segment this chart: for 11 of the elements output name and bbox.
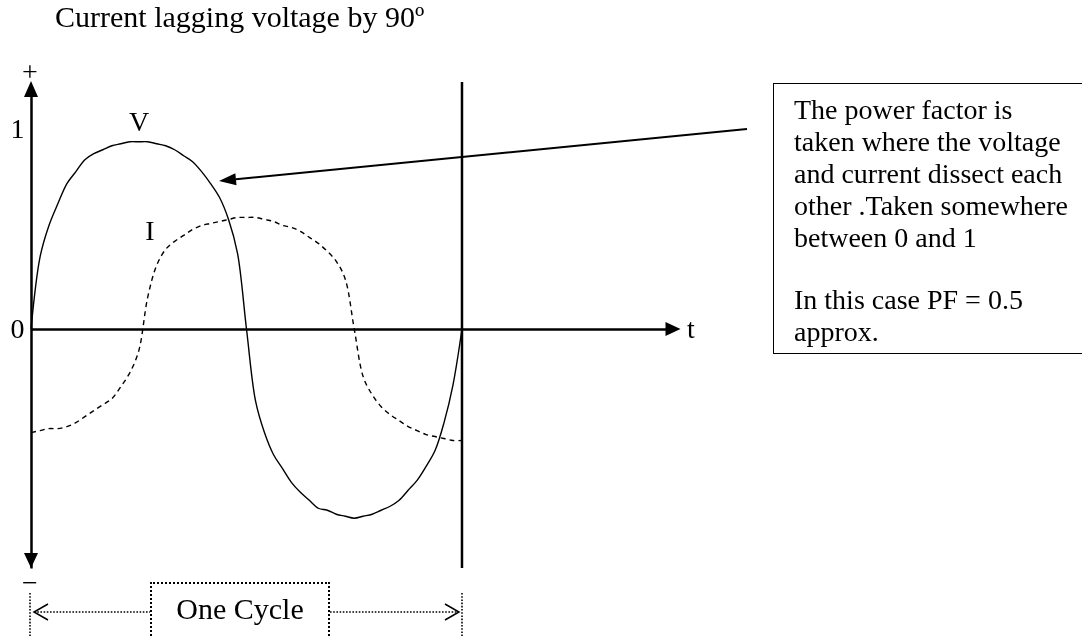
- y-tick-label: 0: [10, 312, 25, 344]
- text: One Cycle: [175, 592, 305, 625]
- series-label: I: [145, 215, 155, 246]
- chart-title: Current lagging voltage by 90º: [55, 0, 425, 33]
- x-axis-title: t: [687, 312, 695, 344]
- text: In this case PF = 0.5 approx.: [794, 284, 1024, 348]
- text: The power factor is taken where the voltage and current dissect each other .Taken somewhere between 0 and 1: [794, 94, 1070, 254]
- series-label: V: [128, 106, 150, 137]
- y-tick-label: 1: [10, 113, 25, 145]
- annotation: −: [21, 567, 39, 598]
- text: +: [21, 56, 39, 87]
